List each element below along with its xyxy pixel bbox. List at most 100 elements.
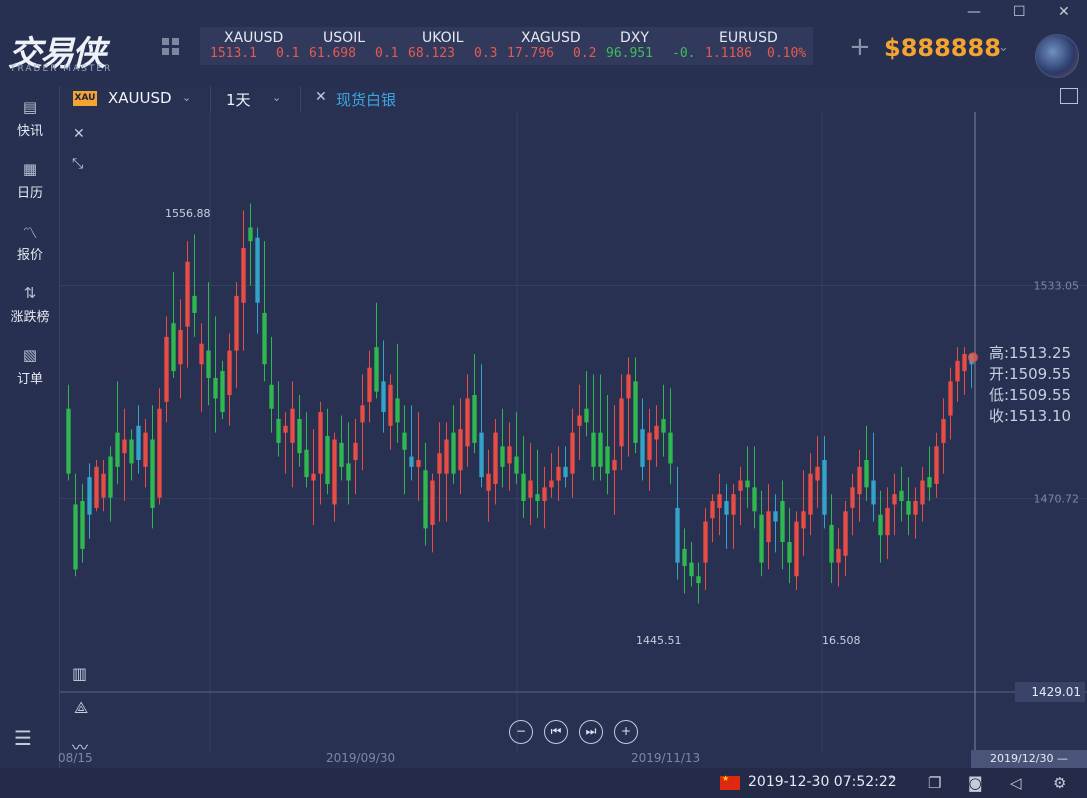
candle-body xyxy=(73,504,78,570)
calendar-icon: ▦ xyxy=(22,160,38,178)
waveform-icon[interactable]: 〰 xyxy=(72,738,89,757)
candle-body xyxy=(255,237,260,303)
candle-body xyxy=(486,473,491,491)
candle-body xyxy=(164,336,169,402)
indicator-icon[interactable]: ▥ xyxy=(72,664,88,683)
ticker-change: 0.33 xyxy=(474,46,497,61)
candle-body xyxy=(822,460,827,515)
candle-body xyxy=(864,460,869,488)
account-balance[interactable]: $888888 xyxy=(884,34,1001,62)
y-axis-label: 1470.72 xyxy=(1034,493,1080,506)
jump-end-button[interactable]: ⏭ xyxy=(579,720,603,744)
zoom-out-button[interactable]: − xyxy=(509,720,533,744)
candle-body xyxy=(101,473,106,498)
candle-body xyxy=(185,261,190,327)
candle-body xyxy=(878,514,883,536)
candle-body xyxy=(577,415,582,426)
candle-body xyxy=(143,432,148,467)
candle-body xyxy=(920,480,925,505)
menu-expand-icon[interactable]: ☰ xyxy=(14,726,32,750)
close-icon[interactable]: ✕ xyxy=(1058,4,1070,20)
ticker-symbol: XAGUSD xyxy=(521,30,581,46)
ticker-dxy[interactable]: DXY 96.951 -0.05 xyxy=(596,27,695,65)
candle-body xyxy=(332,439,337,505)
camera-icon[interactable]: ◙ xyxy=(968,774,983,792)
sidebar-item-ranking[interactable]: ⇅ 涨跌榜 xyxy=(0,284,60,334)
gear-icon[interactable]: ⚙ xyxy=(1053,774,1067,792)
maximize-icon[interactable]: ☐ xyxy=(1013,4,1026,20)
china-flag-icon[interactable] xyxy=(720,774,740,790)
chevron-down-icon[interactable]: ⌄ xyxy=(182,91,192,104)
ticker-price: 1.1186 xyxy=(705,46,752,61)
candle-body xyxy=(80,501,85,549)
order-icon: ▧ xyxy=(22,346,38,364)
candlestick-chart[interactable]: 1533.05 1470.72 1556.88 1445.51 16.508 xyxy=(60,112,1087,768)
chevron-down-icon[interactable]: ⌄ xyxy=(998,40,1009,55)
period-selector[interactable]: 1天 xyxy=(226,91,251,109)
candle-body xyxy=(584,408,589,423)
candle-body xyxy=(367,367,372,402)
candle-body xyxy=(444,439,449,474)
remove-compare-icon[interactable]: ✕ xyxy=(315,89,327,105)
compare-symbol[interactable]: 现货白银 xyxy=(336,91,397,109)
zoom-in-button[interactable]: + xyxy=(614,720,638,744)
candle-body xyxy=(738,480,743,491)
ticker-change: 0.26 xyxy=(573,46,596,61)
ohlc-high: 高:1513.25 xyxy=(989,344,1072,362)
sidebar-item-calendar[interactable]: ▦ 日历 xyxy=(0,160,60,210)
candle-body xyxy=(108,456,113,498)
sidebar-item-news[interactable]: ▤ 快讯 xyxy=(0,98,60,148)
chevron-down-icon[interactable]: ⌄ xyxy=(272,91,282,104)
candle-body xyxy=(605,446,610,474)
candle-body xyxy=(850,487,855,508)
side-panel-icon[interactable] xyxy=(1060,88,1078,104)
ticker-symbol: XAUUSD xyxy=(224,30,284,46)
ticker-xauusd[interactable]: XAUUSD 1513.1 0.16 xyxy=(200,27,299,65)
candle-body xyxy=(654,425,659,440)
candle-body xyxy=(66,408,71,474)
candle-body xyxy=(542,487,547,502)
chart-area[interactable]: 1533.05 1470.72 1556.88 1445.51 16.508 ✕ ⤡ ▥… xyxy=(60,112,1087,768)
jump-start-button[interactable]: ⏮ xyxy=(544,720,568,744)
ticker-ukoil[interactable]: UKOIL 68.123 0.33 xyxy=(398,27,497,65)
low-marker: 1445.51 xyxy=(636,634,682,647)
ticker-symbol: DXY xyxy=(620,30,649,46)
candle-body xyxy=(318,412,323,474)
drawing-tool-icon[interactable]: ⟁ xyxy=(74,698,89,717)
close-icon[interactable]: ✕ xyxy=(73,126,85,142)
ticker-usoil[interactable]: USOIL 61.698 0.17 xyxy=(299,27,398,65)
candle-body xyxy=(311,473,316,481)
candle-body xyxy=(668,432,673,464)
ticker-change: -0.05 xyxy=(672,46,695,61)
candle-body xyxy=(178,330,183,365)
apps-grid-icon[interactable] xyxy=(162,38,180,56)
candle-body xyxy=(759,514,764,563)
layers-icon[interactable]: ❐ xyxy=(928,774,942,792)
symbol-badge: XAU xyxy=(73,91,97,106)
candle-body xyxy=(388,384,393,426)
candle-body xyxy=(248,227,253,242)
candle-body xyxy=(535,494,540,502)
sidebar-item-quotes[interactable]: 〽 报价 xyxy=(0,222,60,272)
candle-body xyxy=(227,350,232,396)
top-bar: 交易侠 TRADER MASTER XAUUSD 1513.1 0.16 USO… xyxy=(0,0,1087,86)
ticker-xagusd[interactable]: XAGUSD 17.796 0.26 xyxy=(497,27,596,65)
sidebar-item-orders[interactable]: ▧ 订单 xyxy=(0,346,60,396)
collapse-icon[interactable]: ⤡ xyxy=(72,156,84,172)
chevron-up-icon[interactable]: ⌃ xyxy=(887,774,898,788)
ticker-change: 0.10% xyxy=(767,46,807,61)
ticker-eurusd[interactable]: EURUSD 1.1186 0.10% xyxy=(695,27,813,65)
minimize-icon[interactable]: — xyxy=(967,4,981,20)
candle-body xyxy=(479,432,484,478)
candle-body xyxy=(871,480,876,505)
logo-text: 交易侠 xyxy=(8,34,106,74)
candle-body xyxy=(941,418,946,443)
x-axis-label: 2019/09/30 xyxy=(326,751,396,765)
divider xyxy=(300,86,301,112)
avatar[interactable] xyxy=(1035,34,1079,78)
candle-body xyxy=(731,494,736,515)
symbol-selector[interactable]: XAUUSD xyxy=(108,89,172,107)
candle-body xyxy=(220,371,225,413)
add-ticker-icon[interactable]: + xyxy=(849,32,871,62)
speaker-icon[interactable]: ◁ xyxy=(1010,774,1022,792)
